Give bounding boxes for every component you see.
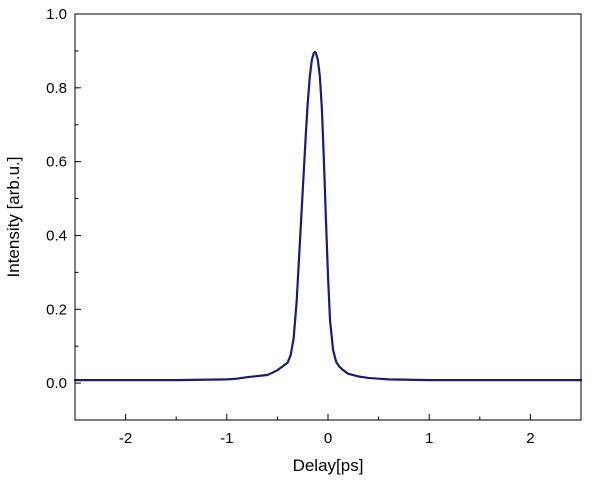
y-axis-label: Intensity [arb.u.] xyxy=(4,157,23,278)
y-tick-label: 0.2 xyxy=(46,301,67,318)
x-tick-label: -2 xyxy=(119,430,132,447)
x-tick-label: -1 xyxy=(220,430,233,447)
x-tick-label: 1 xyxy=(425,430,433,447)
plot-frame xyxy=(74,13,582,421)
series-line xyxy=(73,50,583,382)
y-tick-label: 0.4 xyxy=(46,227,67,244)
y-tick-label: 0.0 xyxy=(46,375,67,392)
y-tick-label: 0.8 xyxy=(46,80,67,97)
x-tick-label: 2 xyxy=(526,430,534,447)
tick-labels-group: -2 -1 0 1 2 0.0 0.2 0.4 0.6 0.8 1.0 xyxy=(46,6,534,447)
x-axis-label: Delay[ps] xyxy=(293,456,364,475)
x-tick-label: 0 xyxy=(324,430,332,447)
y-tick-label: 0.6 xyxy=(46,154,67,171)
y-tick-label: 1.0 xyxy=(46,6,67,23)
ticks-group xyxy=(74,13,582,421)
